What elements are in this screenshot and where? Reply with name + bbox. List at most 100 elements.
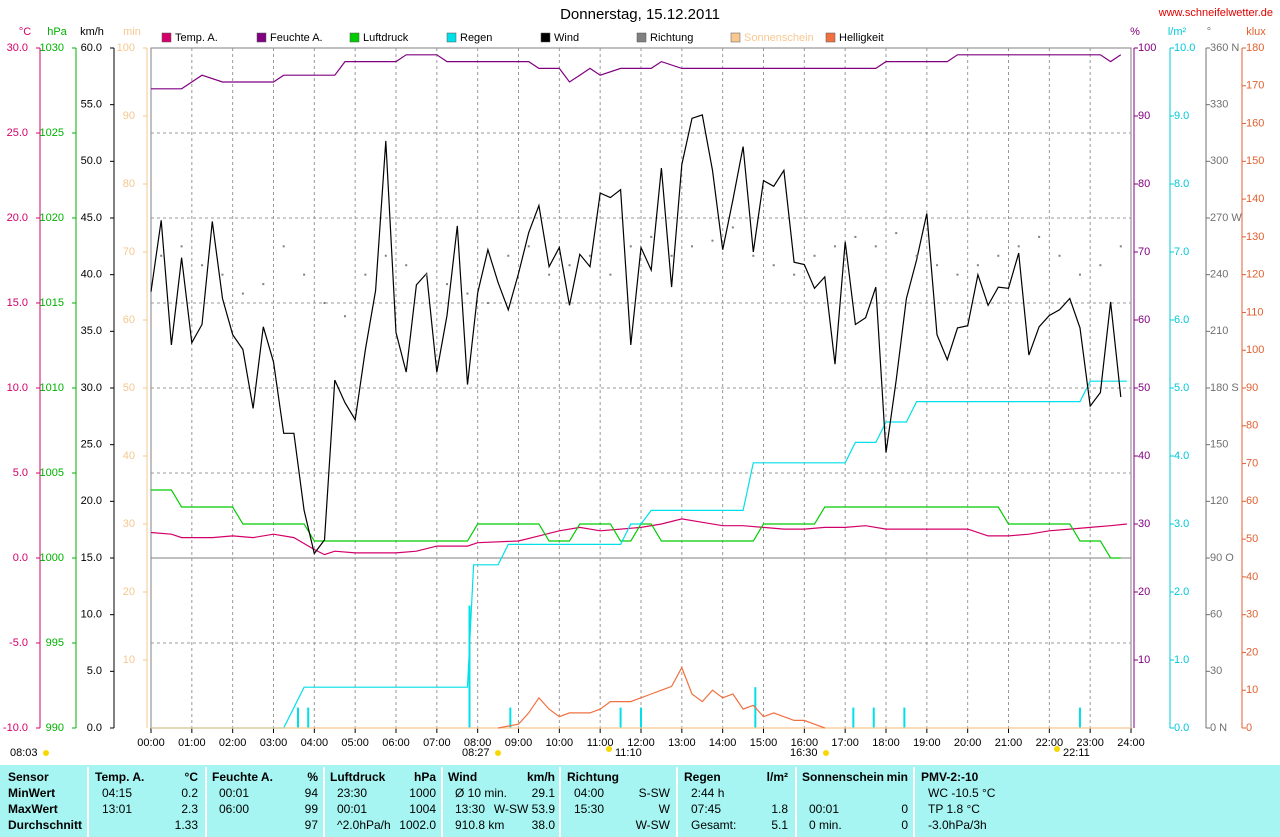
series-line xyxy=(150,114,1122,555)
y-tick-label: 60 xyxy=(1246,495,1258,507)
table-cell: 2.3 xyxy=(181,802,198,816)
series-point xyxy=(364,273,367,276)
series-point xyxy=(568,264,571,267)
series-point xyxy=(997,254,1000,257)
y-tick-label: 1030 xyxy=(40,42,64,54)
y-tick-label: 80 xyxy=(1246,420,1258,432)
table-cell: 15:30 xyxy=(574,802,604,816)
table-cell: 2:44 h xyxy=(691,786,724,800)
series-point xyxy=(874,245,877,248)
legend-swatch xyxy=(636,32,647,43)
y-tick-label: 40.0 xyxy=(81,269,102,281)
y-axis-title: klux xyxy=(1246,26,1266,38)
y-tick-label: 60 xyxy=(1210,609,1222,621)
y-tick-label: -5.0 xyxy=(9,637,28,649)
series-line xyxy=(151,380,1127,729)
series-point xyxy=(384,254,387,257)
y-tick-label: 330 xyxy=(1210,99,1228,111)
x-tick-label: 19:00 xyxy=(913,737,941,749)
y-tick-label: 1025 xyxy=(40,127,64,139)
y-tick-label: 40 xyxy=(1246,571,1258,583)
table-cell: 1000 xyxy=(409,786,436,800)
legend-swatch xyxy=(256,32,267,43)
table-cell: 38.0 xyxy=(532,818,556,832)
legend-label: Richtung xyxy=(650,32,693,44)
y-axis-title: °C xyxy=(19,26,31,38)
series-point xyxy=(936,264,939,267)
series-point xyxy=(201,264,204,267)
table-cell: 00:01 xyxy=(809,802,839,816)
y-tick-label: 55.0 xyxy=(81,99,102,111)
series-point xyxy=(956,273,959,276)
series-point xyxy=(629,245,632,248)
series-point xyxy=(772,264,775,267)
y-tick-label: 50 xyxy=(1138,382,1150,394)
table-cell: 0 xyxy=(901,802,908,816)
x-tick-label: 03:00 xyxy=(260,737,288,749)
series-point xyxy=(752,254,755,257)
x-tick-label: 02:00 xyxy=(219,737,247,749)
y-tick-label: 3.0 xyxy=(1174,518,1189,530)
y-tick-label: 0.0 xyxy=(13,552,28,564)
y-tick-label: 9.0 xyxy=(1174,110,1189,122)
y-tick-label: 180 S xyxy=(1210,382,1239,394)
y-tick-label: 80 xyxy=(123,178,135,190)
sun-icon xyxy=(823,750,829,756)
y-axis-title: l/m² xyxy=(1168,26,1187,38)
table-cell: 5.1 xyxy=(771,818,788,832)
table-cell: 0 min. xyxy=(809,818,842,832)
table-cell: 06:00 xyxy=(219,802,249,816)
y-tick-label: 100 xyxy=(117,42,135,54)
y-tick-label: 5.0 xyxy=(13,467,28,479)
y-tick-label: 170 xyxy=(1246,80,1264,92)
y-tick-label: 990 xyxy=(46,722,64,734)
y-axis-title: min xyxy=(123,26,141,38)
y-tick-label: 30.0 xyxy=(7,42,28,54)
y-tick-label: 10 xyxy=(1138,654,1150,666)
y-tick-label: 15.0 xyxy=(81,552,102,564)
table-cell: 1004 xyxy=(409,802,436,816)
table-header: Richtung xyxy=(567,770,619,784)
y-tick-label: 10.0 xyxy=(1174,42,1195,54)
table-cell: W xyxy=(659,802,671,816)
x-tick-label: 18:00 xyxy=(872,737,900,749)
legend-swatch xyxy=(446,32,457,43)
y-tick-label: 140 xyxy=(1246,193,1264,205)
y-tick-label: 80 xyxy=(1138,178,1150,190)
y-axis-title: % xyxy=(1130,26,1140,38)
table-background xyxy=(0,765,1280,837)
series-point xyxy=(1017,245,1020,248)
legend-label: Luftdruck xyxy=(363,32,409,44)
y-tick-label: 30 xyxy=(1210,665,1222,677)
table-cell: Gesamt: xyxy=(691,818,736,832)
series-point xyxy=(303,273,306,276)
series-line xyxy=(151,54,1122,90)
y-tick-label: 70 xyxy=(1246,457,1258,469)
legend-label: Temp. A. xyxy=(175,32,218,44)
y-tick-label: 1.0 xyxy=(1174,654,1189,666)
legend-swatch xyxy=(825,32,836,43)
series-point xyxy=(262,283,265,286)
table-row-label: MaxWert xyxy=(8,802,58,816)
y-tick-label: 4.0 xyxy=(1174,450,1189,462)
y-tick-label: 150 xyxy=(1246,155,1264,167)
y-tick-label: 10 xyxy=(1246,684,1258,696)
x-tick-label: 23:00 xyxy=(1076,737,1104,749)
y-tick-label: 1020 xyxy=(40,212,64,224)
table-cell: 13:01 xyxy=(102,802,132,816)
y-tick-label: 300 xyxy=(1210,155,1228,167)
series-point xyxy=(343,315,346,318)
x-tick-label: 12:00 xyxy=(627,737,655,749)
series-point xyxy=(793,273,796,276)
series-point xyxy=(691,245,694,248)
y-tick-label: 8.0 xyxy=(1174,178,1189,190)
series-point xyxy=(527,245,530,248)
y-tick-label: 40 xyxy=(1138,450,1150,462)
y-tick-label: 995 xyxy=(46,637,64,649)
table-cell: 04:15 xyxy=(102,786,132,800)
table-row-label: Durchschnitt xyxy=(8,818,82,832)
table-unit: l/m² xyxy=(767,770,788,784)
x-tick-label: 14:00 xyxy=(709,737,737,749)
y-tick-label: 60 xyxy=(123,314,135,326)
